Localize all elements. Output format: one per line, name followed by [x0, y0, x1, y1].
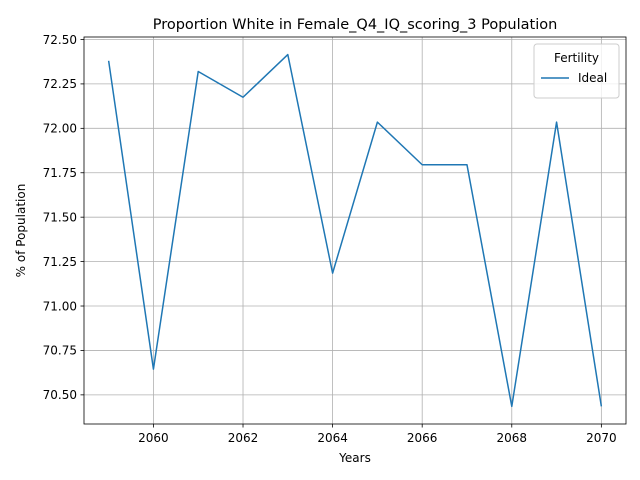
y-tick-label: 70.75	[43, 344, 77, 358]
y-tick-label: 72.00	[43, 122, 77, 136]
x-axis-label: Years	[338, 451, 371, 465]
x-tick-label: 2066	[407, 431, 438, 445]
legend-title: Fertility	[554, 51, 599, 65]
x-tick-label: 2060	[138, 431, 169, 445]
y-tick-label: 71.75	[43, 166, 77, 180]
x-tick-label: 2068	[497, 431, 528, 445]
chart-title: Proportion White in Female_Q4_IQ_scoring…	[153, 17, 558, 33]
y-tick-label: 72.50	[43, 33, 77, 47]
x-tick-label: 2070	[586, 431, 617, 445]
legend-label: Ideal	[578, 71, 607, 85]
y-tick-label: 71.25	[43, 255, 77, 269]
y-tick-label: 71.00	[43, 299, 77, 313]
legend: Fertility Ideal	[534, 44, 619, 98]
y-axis-label: % of Population	[14, 184, 28, 278]
y-tick-label: 70.50	[43, 388, 77, 402]
y-tick-label: 72.25	[43, 77, 77, 91]
x-tick-label: 2064	[317, 431, 348, 445]
y-tick-label: 71.50	[43, 210, 77, 224]
x-tick-label: 2062	[228, 431, 259, 445]
